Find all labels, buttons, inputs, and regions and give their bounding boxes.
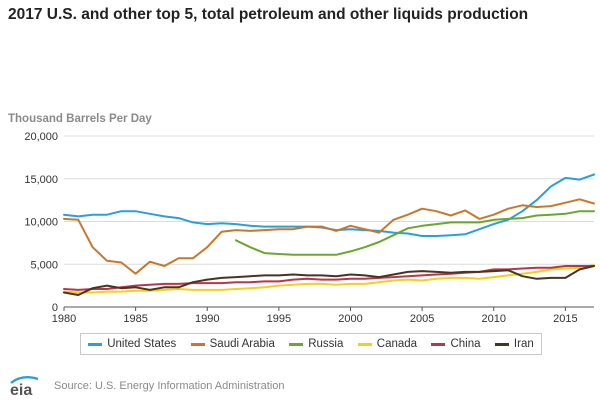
legend-item-saudi-arabia[interactable]: Saudi Arabia: [190, 338, 275, 350]
chart-title: 2017 U.S. and other top 5, total petrole…: [8, 6, 529, 23]
y-tick-labels: 0 5,000 10,000 15,000 20,000: [24, 131, 58, 314]
eia-logo[interactable]: eia: [8, 374, 42, 398]
series-line-saudi-arabia: [63, 198, 595, 275]
x-tick-labels: 1980 1985 1990 1995 2000 2005 2010 2015: [52, 313, 578, 325]
legend-swatch-iran: [494, 342, 509, 346]
legend-label-russia: Russia: [308, 338, 344, 350]
legend-item-united-states[interactable]: United States: [88, 338, 176, 350]
series-line-russia: [234, 210, 595, 256]
x-tick-2010: 2010: [481, 313, 505, 325]
x-tick-1990: 1990: [195, 313, 219, 325]
legend-swatch-canada: [357, 342, 372, 346]
legend-item-china[interactable]: China: [431, 338, 481, 350]
legend-item-iran[interactable]: Iran: [494, 338, 534, 350]
legend-label-saudi-arabia: Saudi Arabia: [209, 338, 275, 350]
x-tick-2005: 2005: [410, 313, 434, 325]
eia-logo-icon: eia: [10, 376, 39, 398]
series-line-iran: [63, 265, 595, 296]
y-tick-5000: 5,000: [30, 259, 58, 271]
legend-label-canada: Canada: [376, 338, 418, 350]
series-line-china: [63, 265, 595, 291]
legend-swatch-china: [431, 342, 446, 346]
legend: United States Saudi Arabia Russia Canada…: [80, 333, 542, 355]
y-axis-label: Thousand Barrels Per Day: [8, 113, 152, 125]
x-tick-1995: 1995: [267, 313, 291, 325]
series-line-united-states: [63, 173, 595, 237]
x-tick-2015: 2015: [553, 313, 577, 325]
y-tick-15000: 15,000: [24, 174, 58, 186]
footer: eia Source: U.S. Energy Information Admi…: [8, 374, 285, 398]
x-tick-1980: 1980: [52, 313, 76, 325]
legend-label-iran: Iran: [513, 338, 534, 350]
series-line-canada: [63, 264, 595, 294]
legend-label-china: China: [450, 338, 481, 350]
legend-swatch-saudi-arabia: [190, 342, 205, 346]
y-tick-10000: 10,000: [24, 217, 58, 229]
x-tick-1985: 1985: [123, 313, 147, 325]
y-tick-20000: 20,000: [24, 131, 58, 143]
legend-swatch-russia: [289, 342, 304, 346]
legend-label-united-states: United States: [107, 338, 177, 350]
eia-logo-text: eia: [10, 382, 32, 398]
x-tick-2000: 2000: [338, 313, 362, 325]
legend-item-canada[interactable]: Canada: [357, 338, 418, 350]
source-text: Source: U.S. Energy Information Administ…: [54, 380, 285, 392]
series-lines: [63, 173, 595, 296]
legend-item-russia[interactable]: Russia: [289, 338, 343, 350]
legend-swatch-united-states: [88, 342, 103, 346]
y-tick-0: 0: [52, 302, 58, 314]
